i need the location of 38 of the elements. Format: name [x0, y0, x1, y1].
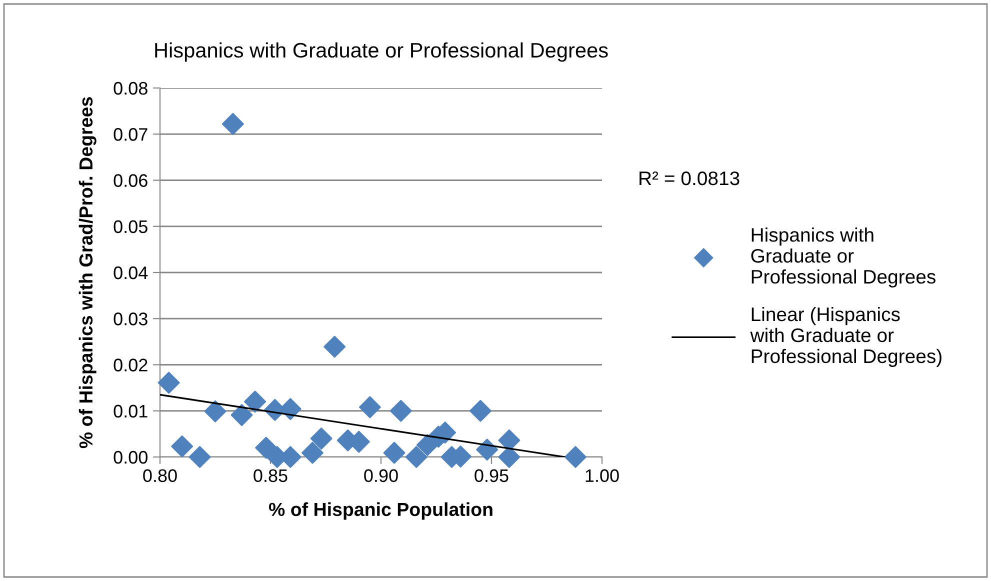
point — [188, 446, 211, 468]
y-tick-label: 0.00 — [114, 450, 148, 464]
x-axis-title: % of Hispanic Population — [268, 502, 492, 520]
legend-label: Linear (Hispanics with Graduate or Professional Degrees) — [750, 306, 942, 367]
x-tick-label: 0.80 — [143, 469, 177, 482]
point — [230, 404, 253, 426]
point — [301, 442, 324, 464]
x-tick-label: 0.85 — [254, 469, 288, 482]
point — [158, 372, 180, 394]
chart-title: Hispanics with Graduate or Professional Degrees — [155, 42, 608, 62]
point — [171, 435, 194, 458]
point — [324, 336, 346, 358]
point — [405, 446, 428, 468]
y-tick-label: 0.01 — [114, 404, 148, 418]
point — [244, 390, 266, 413]
point — [383, 442, 406, 464]
x-tick-label: 0.90 — [364, 469, 398, 482]
point — [476, 438, 498, 461]
y-tick-label: 0.05 — [114, 220, 148, 234]
point — [358, 396, 381, 418]
point — [222, 112, 244, 135]
x-tick-label: 0.95 — [474, 469, 508, 482]
point — [310, 428, 332, 450]
y-tick-label: 0.06 — [114, 174, 148, 187]
legend-label: Hispanics with Graduate or Professional Degrees — [751, 228, 936, 288]
y-tick-label: 0.08 — [114, 82, 148, 95]
y-axis-title: % of Hispanics with Grad/Prof. Degrees — [78, 97, 96, 448]
y-tick-label: 0.07 — [114, 128, 148, 141]
point — [390, 400, 412, 422]
point — [469, 400, 492, 422]
y-tick-label: 0.02 — [114, 358, 148, 372]
y-tick-label: 0.04 — [114, 266, 148, 280]
point — [255, 436, 278, 459]
point — [564, 446, 586, 468]
text: R² = 0.0813 — [640, 171, 740, 186]
x-tick-label: 1.00 — [586, 469, 619, 482]
point — [204, 400, 226, 422]
y-tick-label: 0.03 — [114, 312, 148, 326]
